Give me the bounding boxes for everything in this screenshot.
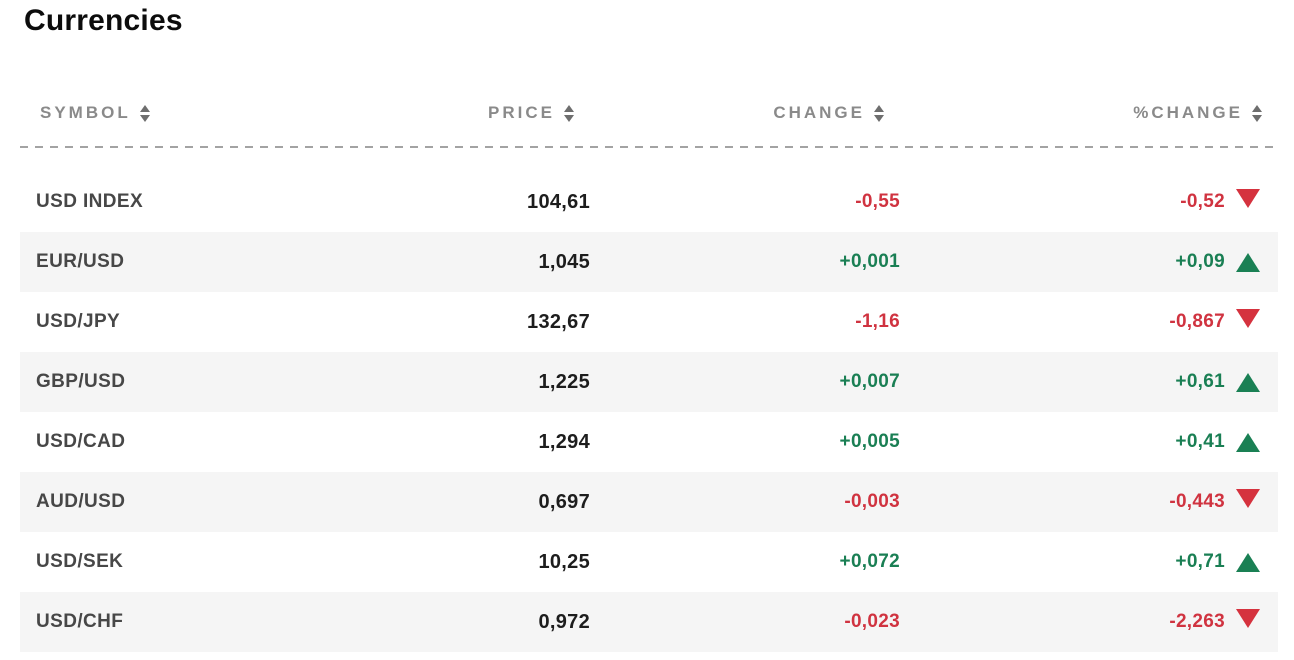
pct-change-value: +0,41	[1175, 431, 1225, 452]
symbol-cell: AUD/USD	[36, 491, 126, 512]
trend-arrow-icon	[1236, 252, 1260, 272]
price-cell: 1,294	[538, 430, 590, 453]
pct-change-cell: +0,71	[900, 551, 1278, 573]
price-cell: 104,61	[527, 190, 590, 213]
pct-change-cell: -2,263	[900, 608, 1278, 633]
sort-arrows-icon	[1252, 104, 1262, 122]
header-divider	[20, 146, 1278, 148]
sort-arrows-icon	[139, 104, 150, 122]
price-cell: 0,697	[538, 490, 590, 513]
symbol-cell: USD/SEK	[36, 551, 124, 572]
currencies-table: SYMBOL PRICE CHANGE %CHANGE USD INDEX 10…	[20, 100, 1278, 652]
trend-arrow-icon	[1236, 308, 1260, 328]
currencies-widget: Currencies SYMBOL PRICE CHANGE %CHANGE	[0, 4, 1294, 660]
price-cell: 0,972	[538, 610, 590, 633]
price-cell: 1,225	[538, 370, 590, 393]
price-cell: 1,045	[538, 250, 590, 273]
pct-change-value: -0,867	[1169, 311, 1225, 332]
symbol-cell: USD INDEX	[36, 191, 144, 212]
column-header-label: PRICE	[488, 103, 555, 122]
table-row-aud-usd: AUD/USD 0,697 -0,003 -0,443	[20, 472, 1278, 532]
sort-arrows-icon	[874, 104, 884, 122]
trend-arrow-icon	[1236, 552, 1260, 572]
pct-change-cell: -0,443	[900, 488, 1278, 513]
change-cell: +0,007	[839, 371, 900, 392]
change-cell: +0,001	[839, 251, 900, 272]
price-cell: 132,67	[527, 310, 590, 333]
trend-arrow-icon	[1236, 488, 1260, 508]
column-header-change[interactable]: CHANGE	[590, 103, 900, 123]
pct-change-cell: +0,09	[900, 251, 1278, 273]
pct-change-value: -0,443	[1169, 491, 1225, 512]
change-cell: -0,55	[855, 191, 900, 212]
pct-change-value: +0,71	[1175, 551, 1225, 572]
change-cell: -1,16	[855, 311, 900, 332]
trend-arrow-icon	[1236, 372, 1260, 392]
pct-change-value: +0,61	[1175, 371, 1225, 392]
price-cell: 10,25	[538, 550, 590, 573]
trend-arrow-icon	[1236, 432, 1260, 452]
column-header-label: SYMBOL	[40, 103, 131, 122]
symbol-cell: GBP/USD	[36, 371, 126, 392]
symbol-cell: USD/CAD	[36, 431, 126, 452]
column-header-label: CHANGE	[773, 103, 865, 122]
change-cell: -0,023	[844, 611, 900, 632]
symbol-cell: USD/CHF	[36, 611, 124, 632]
table-header: SYMBOL PRICE CHANGE %CHANGE	[20, 100, 1278, 126]
table-row-usd-index: USD INDEX 104,61 -0,55 -0,52	[20, 172, 1278, 232]
table-row-usd-cad: USD/CAD 1,294 +0,005 +0,41	[20, 412, 1278, 472]
table-row-usd-jpy: USD/JPY 132,67 -1,16 -0,867	[20, 292, 1278, 352]
change-cell: +0,072	[839, 551, 900, 572]
column-header-label: %CHANGE	[1133, 103, 1243, 122]
table-row-usd-sek: USD/SEK 10,25 +0,072 +0,71	[20, 532, 1278, 592]
symbol-cell: USD/JPY	[36, 311, 121, 332]
pct-change-cell: +0,61	[900, 371, 1278, 393]
table-row-gbp-usd: GBP/USD 1,225 +0,007 +0,61	[20, 352, 1278, 412]
column-header-price[interactable]: PRICE	[350, 103, 590, 123]
pct-change-value: -0,52	[1180, 191, 1225, 212]
column-header-symbol[interactable]: SYMBOL	[20, 103, 350, 123]
table-row-usd-chf: USD/CHF 0,972 -0,023 -2,263	[20, 592, 1278, 652]
trend-arrow-icon	[1236, 188, 1260, 208]
column-header-pct-change[interactable]: %CHANGE	[900, 103, 1278, 123]
change-cell: +0,005	[839, 431, 900, 452]
pct-change-cell: +0,41	[900, 431, 1278, 453]
pct-change-cell: -0,867	[900, 308, 1278, 333]
page-title: Currencies	[24, 4, 183, 37]
pct-change-cell: -0,52	[900, 188, 1278, 213]
change-cell: -0,003	[844, 491, 900, 512]
symbol-cell: EUR/USD	[36, 251, 125, 272]
sort-arrows-icon	[564, 104, 574, 122]
table-row-eur-usd: EUR/USD 1,045 +0,001 +0,09	[20, 232, 1278, 292]
pct-change-value: +0,09	[1175, 251, 1225, 272]
trend-arrow-icon	[1236, 608, 1260, 628]
table-body: USD INDEX 104,61 -0,55 -0,52 EUR/USD 1,0…	[20, 172, 1278, 652]
pct-change-value: -2,263	[1169, 611, 1225, 632]
